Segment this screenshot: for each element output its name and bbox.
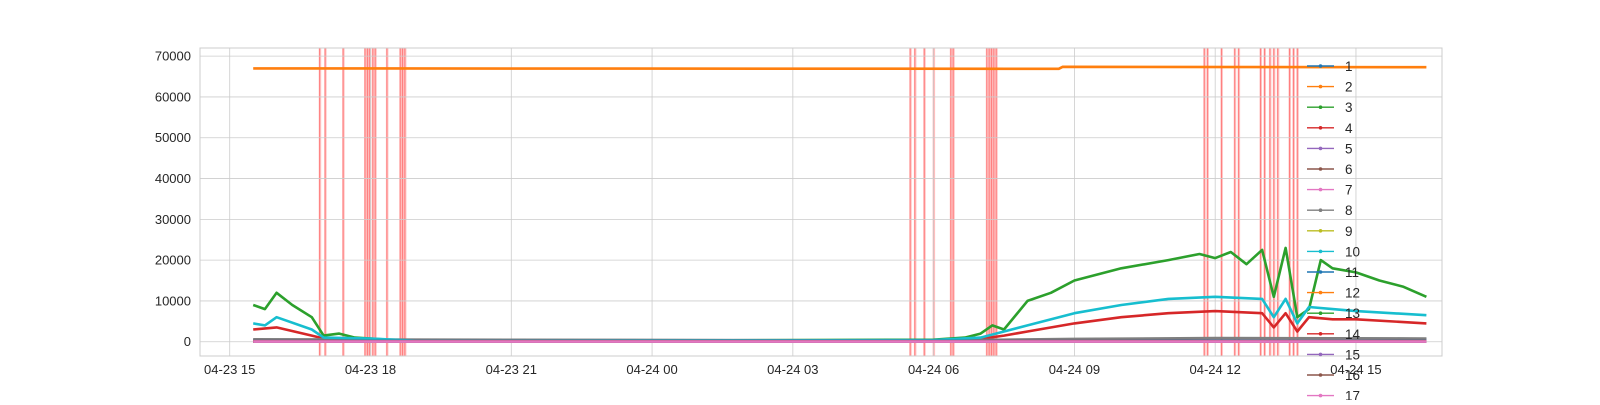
- legend-marker-6: [1318, 167, 1323, 171]
- x-tick-label: 04-24 06: [908, 362, 959, 377]
- x-axis-ticks: 04-23 15 04-23 18 04-23 21 04-24 00 04-24 03…: [204, 362, 1382, 377]
- legend-label-15: 15: [1345, 347, 1360, 362]
- legend-label-1: 1: [1345, 59, 1353, 74]
- x-tick-label: 04-23 21: [486, 362, 537, 377]
- legend-label-14: 14: [1345, 327, 1361, 342]
- y-tick-label: 40000: [155, 171, 191, 186]
- legend-marker-11: [1318, 270, 1323, 274]
- series-line-3: [252, 246, 1427, 343]
- x-tick-label: 04-24 15: [1330, 362, 1381, 377]
- legend-marker-2: [1318, 84, 1323, 89]
- legend-label-4: 4: [1345, 121, 1353, 136]
- y-tick-label: 10000: [155, 293, 191, 308]
- legend-label-8: 8: [1345, 203, 1353, 218]
- legend-label-16: 16: [1345, 368, 1360, 383]
- y-tick-label: 0: [184, 334, 191, 349]
- legend-label-11: 11: [1345, 265, 1359, 280]
- legend-label-9: 9: [1345, 224, 1353, 239]
- x-tick-label: 04-24 03: [767, 362, 818, 377]
- y-axis-ticks: 0 10000 20000 30000 40000 50000 60000 70000: [155, 49, 191, 350]
- legend-marker-7: [1318, 187, 1323, 192]
- legend-marker-12: [1318, 290, 1323, 295]
- x-tick-label: 04-23 18: [345, 362, 396, 377]
- x-tick-label: 04-24 00: [626, 362, 677, 377]
- legend-marker-10: [1318, 249, 1323, 254]
- legend-label-13: 13: [1345, 306, 1360, 321]
- legend-marker-5: [1318, 146, 1323, 151]
- legend-label-7: 7: [1345, 183, 1353, 198]
- legend-marker-15: [1318, 352, 1323, 357]
- series-line-10: [252, 295, 1427, 343]
- legend-label-10: 10: [1345, 244, 1360, 259]
- legend-marker-3: [1318, 105, 1323, 109]
- highlight-bands: [318, 48, 1299, 356]
- legend-marker-9: [1318, 229, 1323, 233]
- y-tick-label: 70000: [155, 49, 191, 64]
- series-line-4: [253, 309, 1427, 343]
- x-tick-label: 04-23 15: [204, 362, 255, 377]
- legend-marker-4: [1318, 126, 1323, 130]
- legend-label-6: 6: [1345, 162, 1353, 177]
- legend-marker-16: [1318, 373, 1323, 377]
- series-line-2: [253, 65, 1427, 71]
- legend-label-3: 3: [1345, 100, 1353, 115]
- series-lines: [252, 65, 1427, 344]
- legend-marker-13: [1318, 311, 1323, 316]
- x-tick-label: 04-24 12: [1190, 362, 1241, 377]
- plot-area-frame: [199, 47, 1443, 357]
- legend-label-5: 5: [1345, 141, 1353, 156]
- legend-marker-1: [1318, 64, 1323, 68]
- x-tick-label: 04-24 09: [1049, 362, 1100, 377]
- y-tick-label: 20000: [155, 253, 191, 268]
- y-tick-label: 50000: [155, 130, 191, 145]
- y-tick-label: 30000: [155, 212, 191, 227]
- legend-marker-17: [1318, 393, 1323, 398]
- legend-label-17: 17: [1345, 389, 1360, 400]
- legend-marker-8: [1318, 208, 1323, 212]
- y-tick-label: 60000: [155, 89, 191, 104]
- legend-marker-14: [1318, 332, 1323, 336]
- legend-label-2: 2: [1345, 80, 1353, 95]
- legend-label-12: 12: [1345, 286, 1360, 301]
